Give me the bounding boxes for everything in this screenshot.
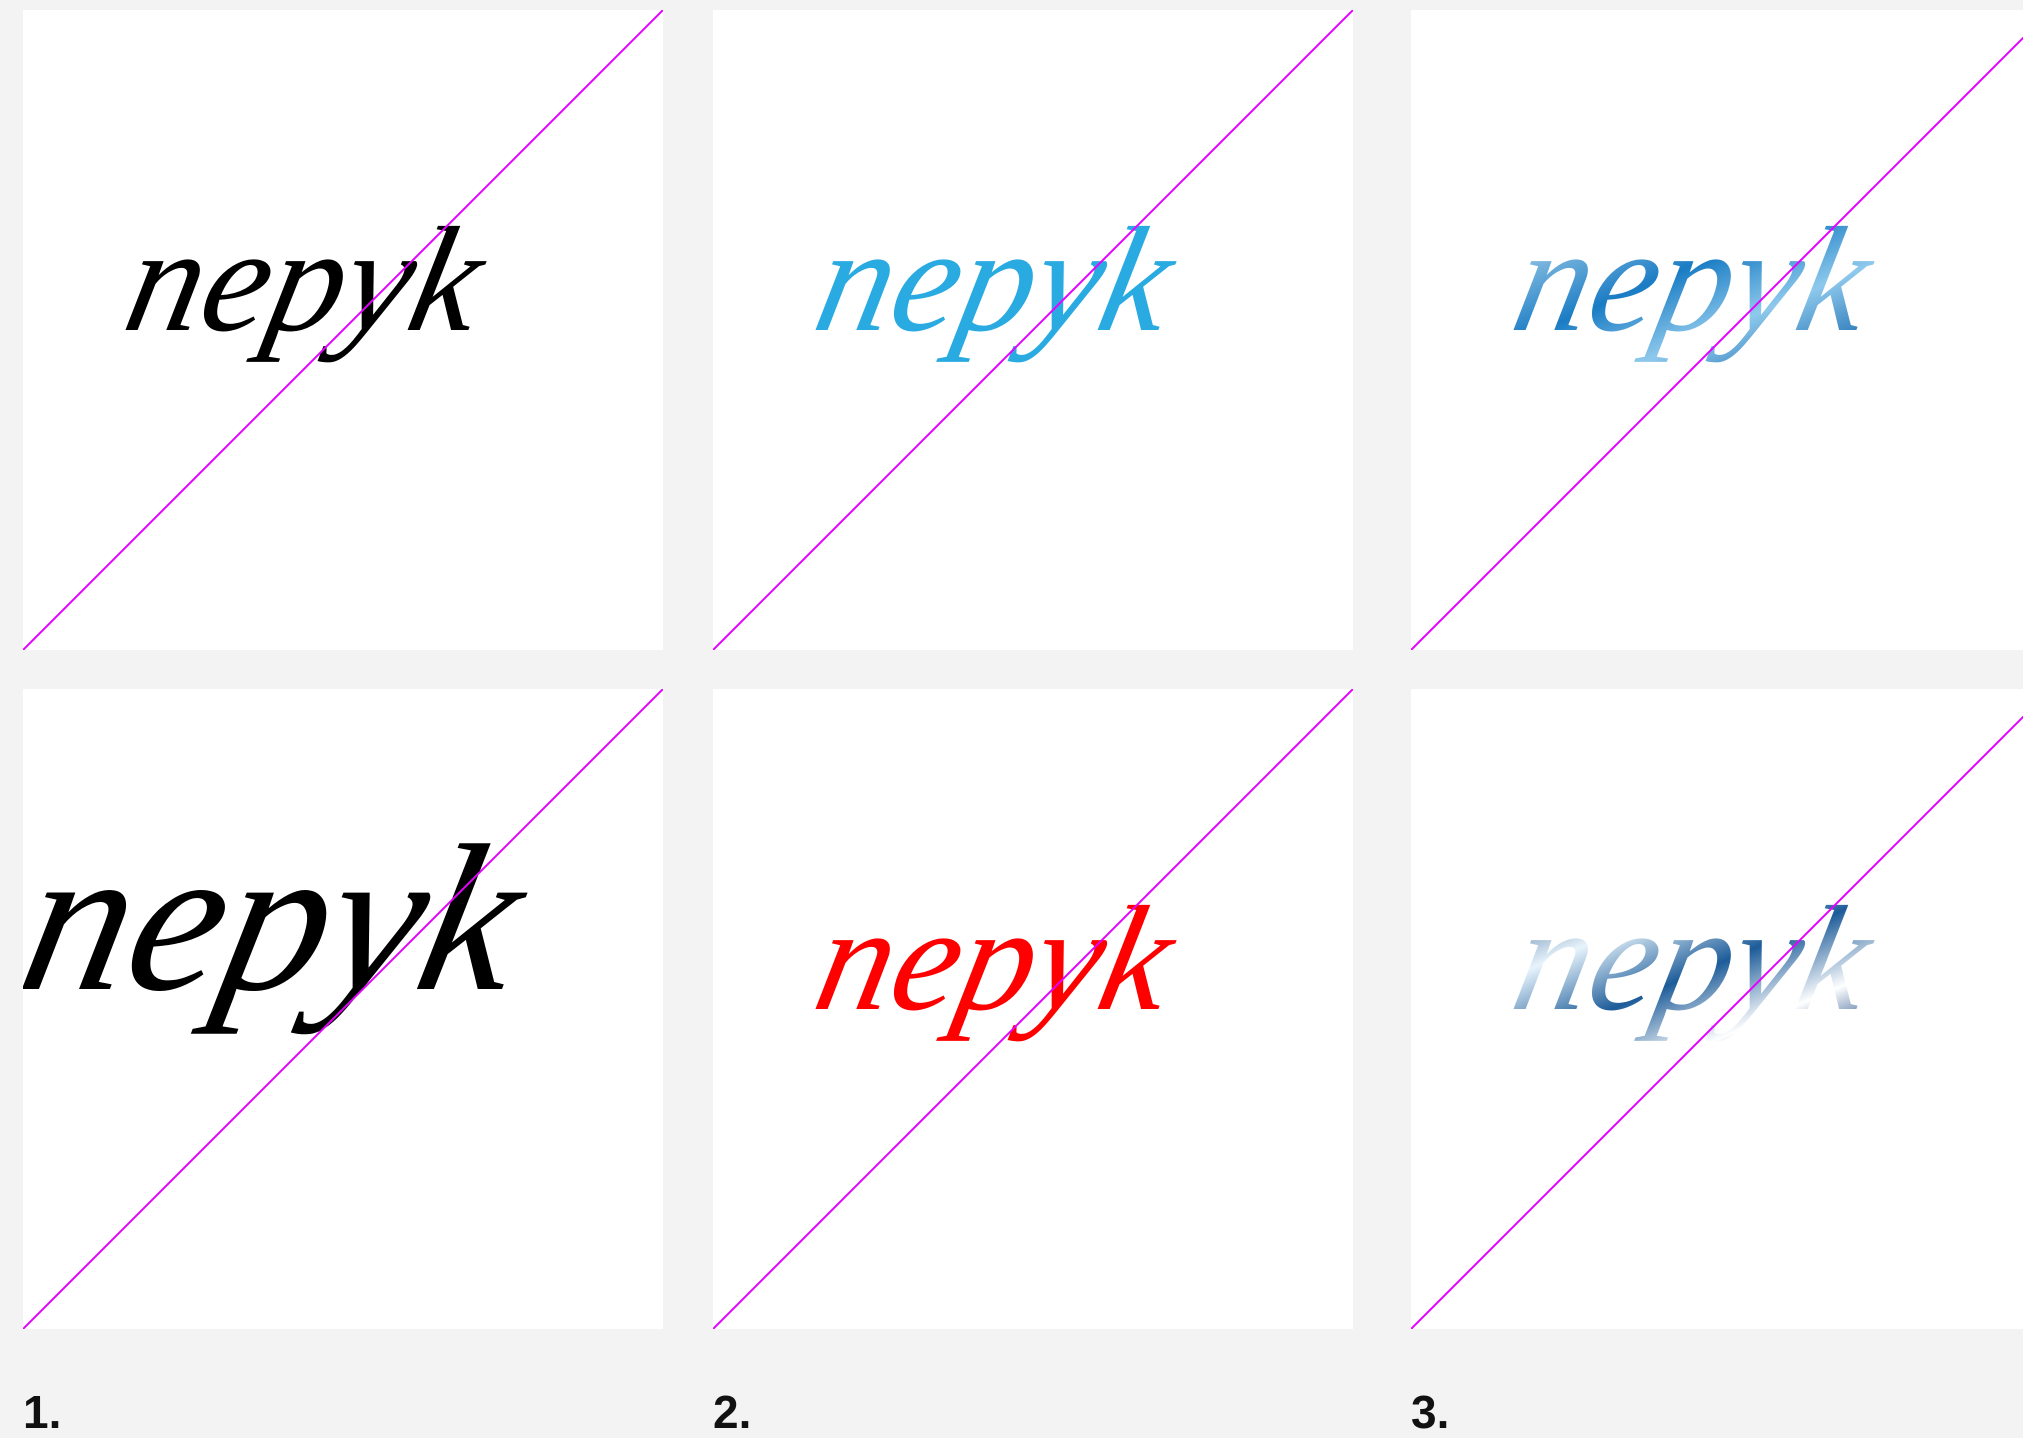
- script-word: nepyk: [23, 802, 547, 1034]
- column-label: 1.: [23, 1386, 62, 1438]
- diagonal-guide: [713, 10, 1353, 650]
- diagonal-guide: [1411, 36, 2023, 650]
- panel-art: nepyk: [713, 10, 1353, 650]
- script-word: nepyk: [1501, 196, 1889, 362]
- preview-panel: nepyk: [1411, 689, 2023, 1329]
- script-word: nepyk: [113, 196, 501, 362]
- panel-art: nepyk: [1411, 36, 2023, 650]
- column-label: 2.: [713, 1386, 752, 1438]
- script-word: nepyk: [803, 875, 1191, 1041]
- diagonal-guide: [713, 689, 1353, 1329]
- panel-art: nepyk: [23, 10, 663, 650]
- preview-panel: nepyk: [713, 689, 1353, 1329]
- panel-art: nepyk: [1411, 715, 2023, 1329]
- preview-panel: nepyk: [1411, 10, 2023, 650]
- diagonal-guide: [23, 689, 663, 1329]
- script-word: nepyk: [803, 196, 1191, 362]
- preview-panel: nepyk: [23, 689, 663, 1329]
- preview-panel: nepyk: [23, 10, 663, 650]
- preview-panel: nepyk: [713, 10, 1353, 650]
- panel-art: nepyk: [23, 689, 663, 1329]
- diagonal-guide: [1411, 715, 2023, 1329]
- column-label: 3.: [1411, 1386, 1450, 1438]
- diagonal-guide: [23, 10, 663, 650]
- panel-art: nepyk: [713, 689, 1353, 1329]
- script-word: nepyk: [1501, 875, 1889, 1041]
